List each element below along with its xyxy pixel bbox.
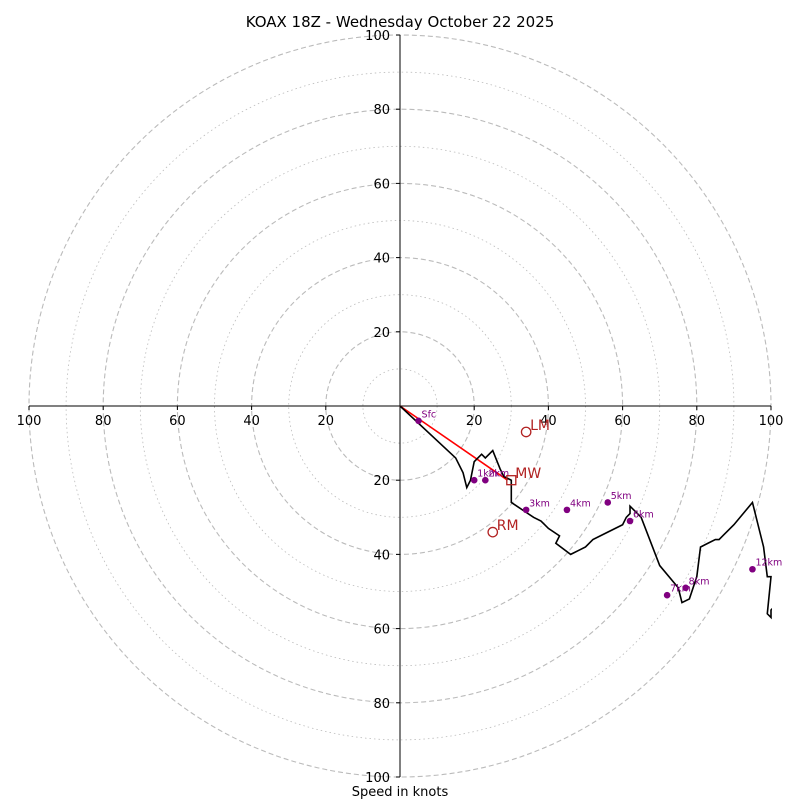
height-label: 12km [755, 558, 782, 569]
height-point [626, 517, 634, 525]
y-tick-label: 40 [373, 548, 390, 563]
y-tick-label: 20 [373, 326, 390, 341]
x-tick-label: 80 [689, 414, 706, 429]
x-tick-label: 60 [169, 414, 186, 429]
storm-motion-label: RM [497, 518, 519, 534]
y-tick-label: 60 [373, 177, 390, 192]
storm-motion-label: MW [515, 466, 541, 482]
height-label: 3km [529, 498, 550, 509]
y-tick-label: 60 [373, 623, 390, 638]
height-point [749, 565, 756, 573]
hodograph-trace [399, 405, 772, 620]
height-point [682, 584, 689, 592]
height-label: Sfc [422, 409, 437, 420]
x-axis-label: Speed in knots [352, 785, 449, 800]
height-label: 8km [689, 576, 710, 587]
height-label: 4km [570, 498, 591, 509]
height-point [604, 499, 612, 506]
height-label: 7km [670, 584, 691, 595]
tick-labels: 20 20 20 20 40 40 40 40 60 60 60 60 80 80 80 80 100 100 10… [17, 29, 784, 786]
storm-motion-label: LM [530, 418, 550, 434]
y-tick-label: 80 [373, 697, 390, 712]
x-tick-label: 60 [614, 414, 631, 429]
storm-motion-circle [520, 426, 532, 438]
y-tick-label: 80 [373, 103, 390, 118]
x-tick-label: 40 [540, 414, 557, 429]
height-point [563, 506, 571, 514]
storm-motion-square [506, 475, 517, 486]
height-label: 5km [611, 491, 632, 502]
height-point [482, 476, 489, 484]
height-point [415, 417, 422, 425]
y-tick-label: 100 [365, 771, 390, 786]
height-point [663, 591, 671, 599]
y-tick-label: 20 [373, 474, 390, 489]
height-label: 1km [477, 469, 498, 480]
x-tick-label: 20 [318, 414, 335, 429]
x-tick-label: 100 [759, 414, 784, 429]
x-tick-label: 20 [466, 414, 483, 429]
y-tick-label: 40 [373, 252, 390, 267]
storm-motion-circle [487, 526, 499, 538]
height-label: 2km [488, 469, 509, 480]
chart-title: KOAX 18Z - Wednesday October 22 2025 [246, 13, 555, 31]
height-point [522, 506, 530, 514]
x-tick-label: 100 [17, 414, 42, 429]
y-tick-label: 100 [365, 29, 390, 44]
x-tick-label: 40 [243, 414, 260, 429]
height-point [470, 476, 478, 484]
x-tick-label: 80 [95, 414, 112, 429]
height-label: 6km [633, 510, 654, 521]
